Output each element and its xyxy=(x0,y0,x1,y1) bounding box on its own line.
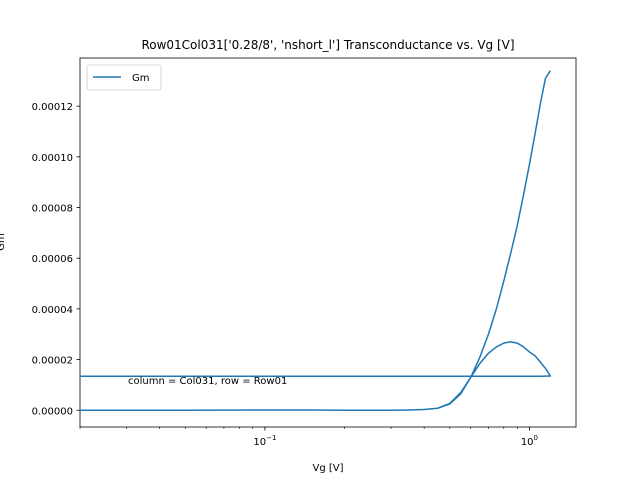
y-tick-label: 0.00004 xyxy=(32,305,73,316)
series-layer xyxy=(79,70,552,412)
legend-box xyxy=(86,64,162,91)
plot-area: 0.00000 0.00002 0.00004 0.00006 0.00008 0.000… xyxy=(32,57,577,448)
series-line-gm xyxy=(79,70,552,412)
y-tick-label: 0.00010 xyxy=(32,153,73,164)
x-tick-label: 100 xyxy=(521,434,538,448)
y-tick-label: 0.00006 xyxy=(32,254,73,265)
y-axis-label: Gm xyxy=(0,233,7,251)
x-axis: 10−1 100 xyxy=(79,427,538,448)
y-axis: 0.00000 0.00002 0.00004 0.00006 0.00008 0.000… xyxy=(32,102,80,417)
chart-annotation: column = Col031, row = Row01 xyxy=(128,376,287,387)
y-tick-label: 0.00008 xyxy=(32,204,73,215)
y-tick-label: 0.00000 xyxy=(32,406,73,417)
plot-frame xyxy=(79,57,577,428)
legend-label: Gm xyxy=(132,73,150,84)
x-tick-label: 10−1 xyxy=(253,434,276,448)
x-axis-label: Vg [V] xyxy=(312,463,343,474)
y-tick-label: 0.00002 xyxy=(32,356,73,367)
legend: Gm xyxy=(86,64,162,91)
chart-title: Row01Col031['0.28/8', 'nshort_l'] Transc… xyxy=(141,38,514,52)
y-tick-label: 0.00012 xyxy=(32,102,73,113)
